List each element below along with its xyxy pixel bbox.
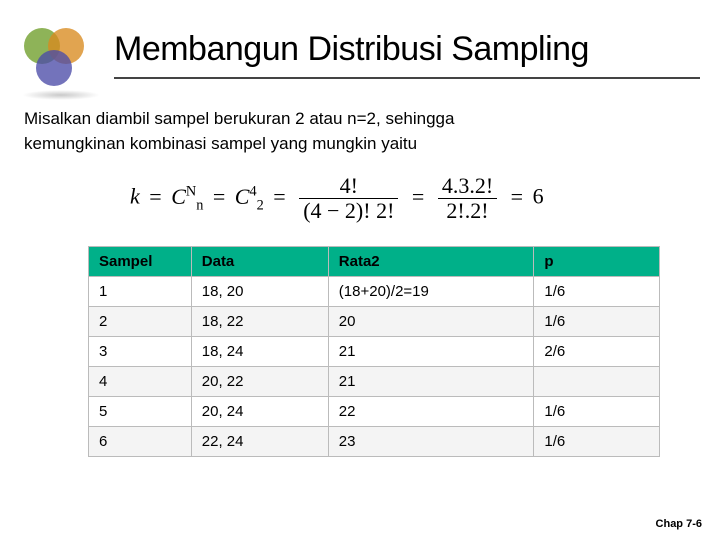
table-row: 118, 20(18+20)/2=191/6 <box>89 276 660 306</box>
col-data: Data <box>191 246 328 276</box>
var-k: k <box>130 184 140 209</box>
table-cell: 1/6 <box>534 396 660 426</box>
table-row: 622, 24231/6 <box>89 426 660 456</box>
table-cell: 2 <box>89 306 192 336</box>
body-line-1: Misalkan diambil sampel berukuran 2 atau… <box>24 109 454 128</box>
col-rata2: Rata2 <box>328 246 534 276</box>
table-cell: 3 <box>89 336 192 366</box>
table-row: 520, 24221/6 <box>89 396 660 426</box>
table-cell: 2/6 <box>534 336 660 366</box>
table-cell: (18+20)/2=19 <box>328 276 534 306</box>
C-N-n: CNn <box>171 184 203 209</box>
table-cell: 21 <box>328 366 534 396</box>
C-4-2: C42 <box>235 184 264 209</box>
table-row: 218, 22201/6 <box>89 306 660 336</box>
table-cell: 5 <box>89 396 192 426</box>
table-row: 420, 2221 <box>89 366 660 396</box>
table-cell: 20 <box>328 306 534 336</box>
body-text: Misalkan diambil sampel berukuran 2 atau… <box>24 107 700 156</box>
page-title: Membangun Distribusi Sampling <box>114 30 700 69</box>
table-header-row: Sampel Data Rata2 p <box>89 246 660 276</box>
logo-shadow <box>22 90 100 100</box>
frac-2: 4.3.2! 2!.2! <box>438 174 497 223</box>
logo-circles <box>24 28 98 96</box>
body-line-2: kemungkinan kombinasi sampel yang mungki… <box>24 134 417 153</box>
sample-table-wrap: Sampel Data Rata2 p 118, 20(18+20)/2=191… <box>88 246 660 457</box>
table-cell: 20, 22 <box>191 366 328 396</box>
table-cell: 1/6 <box>534 276 660 306</box>
table-cell: 23 <box>328 426 534 456</box>
table-cell: 21 <box>328 336 534 366</box>
slide: Membangun Distribusi Sampling Misalkan d… <box>0 0 720 540</box>
table-cell: 22, 24 <box>191 426 328 456</box>
table-row: 318, 24212/6 <box>89 336 660 366</box>
table-cell: 18, 22 <box>191 306 328 336</box>
table-cell: 22 <box>328 396 534 426</box>
formula-result: 6 <box>533 184 544 209</box>
title-bar: Membangun Distribusi Sampling <box>114 30 700 79</box>
frac-1: 4! (4 − 2)! 2! <box>299 174 398 223</box>
sample-table: Sampel Data Rata2 p 118, 20(18+20)/2=191… <box>88 246 660 457</box>
table-cell: 1/6 <box>534 426 660 456</box>
table-cell <box>534 366 660 396</box>
table-cell: 18, 20 <box>191 276 328 306</box>
footer-page-ref: Chap 7-6 <box>656 518 702 530</box>
table-cell: 20, 24 <box>191 396 328 426</box>
col-p: p <box>534 246 660 276</box>
table-cell: 4 <box>89 366 192 396</box>
table-cell: 1 <box>89 276 192 306</box>
combination-formula: k = CNn = C42 = 4! (4 − 2)! 2! = 4.3.2! … <box>130 174 700 223</box>
col-sampel: Sampel <box>89 246 192 276</box>
table-cell: 18, 24 <box>191 336 328 366</box>
table-cell: 1/6 <box>534 306 660 336</box>
table-cell: 6 <box>89 426 192 456</box>
